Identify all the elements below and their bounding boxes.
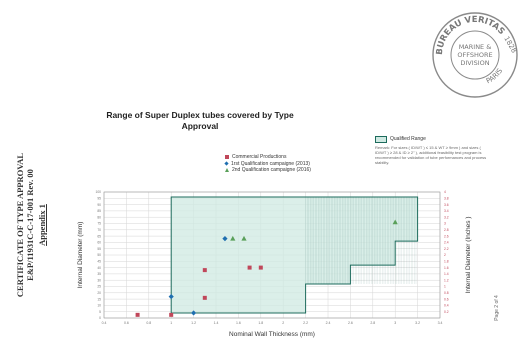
x-tick-label: 1.2 (191, 321, 196, 325)
x-axis-label: Nominal Wall Thickness (mm) (229, 331, 315, 338)
x-tick-label: 3 (394, 321, 396, 325)
y2-tick-label: 3 (444, 222, 446, 226)
stamp-inner-line-2: OFFSHORE (457, 51, 492, 59)
commercial-point (202, 295, 207, 300)
y2-tick-label: 3.2 (444, 215, 449, 219)
y2-tick-label: 3.4 (444, 209, 449, 213)
y2-tick-label: 3.8 (444, 197, 449, 201)
legend-label-first: 1rst Qualification campaigne (2013) (231, 160, 310, 167)
x-tick-label: 2 (282, 321, 284, 325)
y-tick-label: 95 (97, 197, 101, 201)
y2-tick-label: 2.2 (444, 247, 449, 251)
plot-border (103, 191, 441, 319)
y2-tick-label: 0.4 (444, 304, 449, 308)
y-tick-label: 85 (97, 209, 101, 213)
y2-tick-label: 0.8 (444, 291, 449, 295)
qualified-range-swatch (375, 136, 387, 143)
y-tick-label: 20 (97, 291, 101, 295)
qualification-2016-point (392, 219, 398, 225)
y-axis-label: Internal Diameter (mm) (77, 222, 84, 289)
x-tick-label: 0.8 (146, 321, 151, 325)
y-tick-label: 65 (97, 234, 101, 238)
stamp-inner-line-1: MARINE & (459, 43, 492, 51)
x-tick-label: 1.6 (236, 321, 241, 325)
qualified-range-polygon (170, 196, 419, 314)
y-tick-label: 30 (97, 278, 101, 282)
y-tick-label: 60 (97, 241, 101, 245)
commercial-point (202, 268, 207, 273)
qualified-range-key: Qualified Range (375, 136, 490, 143)
qualified-range-label: Qualified Range (390, 136, 426, 142)
qualification-2013-point (191, 310, 197, 316)
x-tick-label: 0.6 (124, 321, 129, 325)
remark-text: Remark: For sizes ( ID/WT ) ≤ 15 & WT ≥ … (375, 145, 487, 165)
x-tick-label: 3.2 (415, 321, 420, 325)
legend-item-second: 2nd Qualification campaigne (2016) (225, 167, 370, 174)
legend-label-second: 2nd Qualification campaigne (2016) (232, 167, 311, 174)
x-tick-label: 1.8 (258, 321, 263, 325)
y-tick-label: 45 (97, 260, 101, 264)
y2-tick-label: 1 (444, 285, 446, 289)
y-tick-label: 35 (97, 272, 101, 276)
stamp-inner-line-3: DIVISION (460, 59, 489, 67)
y-tick-label: 55 (97, 247, 101, 251)
bureau-veritas-stamp: BUREAU VERITAS PARIS 1828 MARINE & OFFSH… (432, 12, 518, 98)
y-tick-label: 40 (97, 266, 101, 270)
y2-tick-label: 2.4 (444, 241, 449, 245)
y2-tick-label: 1.6 (444, 266, 449, 270)
data-points (135, 219, 398, 317)
qualification-2013-point (222, 236, 228, 242)
commercial-point (258, 265, 263, 270)
square-marker-icon (225, 155, 229, 160)
y-tick-label: 10 (97, 304, 101, 308)
y2-tick-label: 0.6 (444, 297, 449, 301)
y-tick-label: 75 (97, 222, 101, 226)
y-tick-label: 50 (97, 253, 101, 257)
qualified-range-note: Qualified Range Remark: For sizes ( ID/W… (375, 136, 490, 186)
x-tick-label: 2.2 (303, 321, 308, 325)
commercial-point (135, 312, 140, 317)
y2-tick-label: 2.6 (444, 234, 449, 238)
legend-label-commercial: Commercial Productions (232, 154, 287, 160)
y2-tick-label: 1.8 (444, 260, 449, 264)
y2-tick-label: 3.6 (444, 203, 449, 207)
legend-item-first: 1rst Qualification campaigne (2013) (224, 160, 370, 168)
y2-axis-label: Internal Diameter (Inches ) (465, 217, 472, 294)
y-tick-label: 80 (97, 215, 101, 219)
y2-tick-label: 1.4 (444, 272, 449, 276)
y2-tick-label: 4 (444, 190, 446, 194)
y2-tick-label: 0.2 (444, 310, 449, 314)
qualification-2016-point (230, 235, 236, 241)
axis-labels: Nominal Wall Thickness (mm) Internal Dia… (77, 217, 472, 338)
y-tick-label: 15 (97, 297, 101, 301)
commercial-point (247, 265, 252, 270)
x-tick-label: 1.4 (214, 321, 219, 325)
x-tick-label: 0.4 (102, 321, 107, 325)
x-tick-label: 2.8 (370, 321, 375, 325)
y-tick-label: 0 (99, 316, 101, 320)
y2-tick-label: 2 (444, 253, 446, 257)
y-tick-label: 90 (97, 203, 101, 207)
axes: 0.4 0.6 0.8 1 1.2 1.4 1.6 1.8 2 2.2 2.4 2.6 2.8 3 3.2 3… (95, 190, 448, 325)
y2-tick-label: 1.2 (444, 278, 449, 282)
legend-item-commercial: Commercial Productions (225, 154, 370, 161)
x-tick-label: 3.4 (438, 321, 443, 325)
x-tick-label: 2.6 (348, 321, 353, 325)
y2-tick-label: 2.8 (444, 228, 449, 232)
y-tick-label: 100 (95, 190, 101, 194)
qualification-2016-point (241, 235, 247, 241)
triangle-marker-icon (225, 168, 229, 173)
commercial-point (169, 312, 174, 317)
x-tick-label: 1 (170, 321, 172, 325)
y-tick-label: 70 (97, 228, 101, 232)
y-tick-label: 25 (97, 285, 101, 289)
qualified-range-area (170, 196, 419, 314)
chart-title: Range of Super Duplex tubes covered by T… (106, 110, 294, 131)
qualification-2013-point (168, 293, 174, 300)
x-tick-label: 2.4 (326, 321, 331, 325)
chart-legend: Commercial Productions 1rst Qualificatio… (224, 154, 370, 186)
y-tick-label: 5 (99, 310, 101, 314)
